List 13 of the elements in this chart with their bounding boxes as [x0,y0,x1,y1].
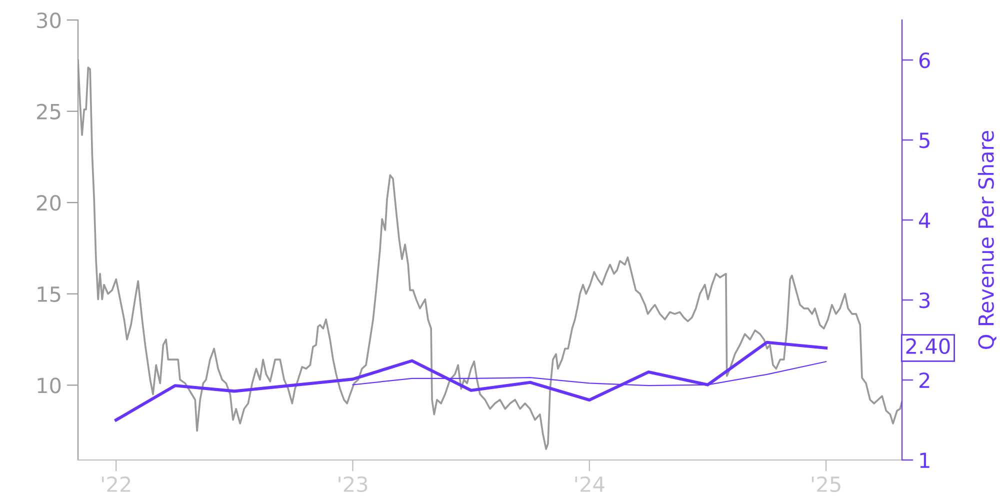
y-tick-label: 25 [37,104,60,120]
y2-tick-label: 6 [919,52,930,68]
y2-tick-label: 4 [918,212,930,228]
y-tick-label: 20 [37,195,61,211]
y2-axis-title: Q Revenue Per Share [978,130,996,349]
y2-tick-label: 2 [920,372,930,388]
y-tick-label: 10 [38,378,61,394]
y-tick-label: 30 [37,12,61,28]
y-tick-label: 15 [38,286,60,302]
y2-tick-label: 5 [920,132,930,148]
y2-tick-label: 3 [920,292,930,308]
text: 2.40 [906,338,950,354]
y2-tick-label: 1 [920,452,930,468]
